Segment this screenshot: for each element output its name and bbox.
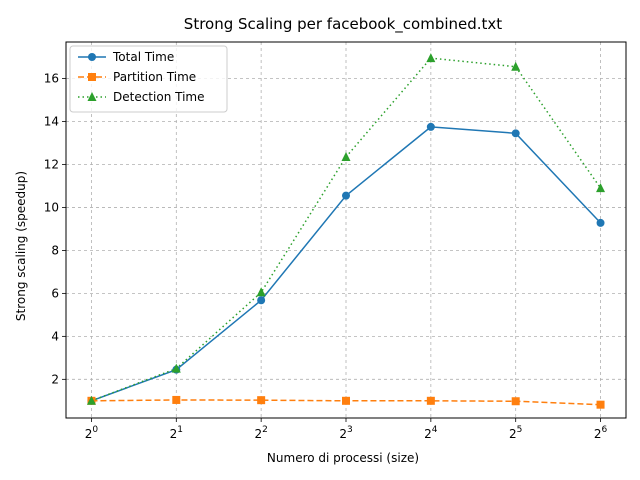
legend-label: Partition Time: [113, 70, 196, 84]
x-tick-exponent: 2: [262, 425, 268, 435]
legend-marker: [87, 92, 97, 101]
x-tick-label: 20: [85, 425, 99, 441]
x-tick-exponent: 0: [92, 425, 98, 435]
x-tick-label: 21: [170, 425, 183, 441]
data-point-detection-time: [171, 363, 181, 373]
data-point-total-time: [342, 191, 350, 200]
series-line-total-time: [91, 126, 602, 402]
x-tick-base: 2: [170, 427, 178, 441]
legend-item-total-time: Total Time: [78, 50, 174, 64]
data-point-partition-time: [511, 397, 520, 406]
y-tick-label: 14: [44, 114, 59, 128]
y-tick-label: 6: [51, 286, 59, 300]
x-tick-base: 2: [85, 427, 93, 441]
legend-label: Detection Time: [113, 90, 204, 104]
x-tick-label: 22: [254, 425, 267, 441]
data-point-partition-time: [257, 396, 266, 405]
data-point-detection-time: [86, 395, 96, 405]
x-tick-label: 24: [424, 425, 438, 441]
data-point-detection-time: [341, 151, 351, 161]
data-point-total-time: [596, 218, 605, 227]
y-tick-label: 16: [44, 72, 59, 86]
legend-item-partition-time: Partition Time: [78, 70, 196, 84]
data-point-partition-time: [342, 396, 350, 405]
x-tick-base: 2: [509, 427, 517, 441]
x-tick-exponent: 6: [601, 425, 607, 435]
x-tick-base: 2: [594, 427, 602, 441]
x-tick-exponent: 5: [517, 425, 523, 435]
series-partition-time: [87, 395, 605, 409]
y-tick-label: 4: [51, 329, 59, 343]
data-point-total-time: [426, 122, 435, 131]
data-point-partition-time: [596, 400, 605, 409]
x-tick-base: 2: [424, 427, 432, 441]
legend-label: Total Time: [112, 50, 174, 64]
series-layer: [86, 53, 606, 409]
y-tick-label: 12: [44, 157, 59, 171]
x-tick-base: 2: [339, 427, 347, 441]
legend-item-detection-time: Detection Time: [78, 90, 204, 104]
y-tick-label: 10: [44, 200, 59, 214]
data-point-partition-time: [426, 396, 435, 405]
data-point-total-time: [257, 296, 266, 305]
x-tick-label: 26: [594, 425, 608, 441]
data-point-total-time: [511, 129, 520, 138]
legend: Total Time Partition Time Detection Time: [69, 45, 228, 113]
legend-marker: [88, 53, 96, 61]
x-tick-exponent: 1: [177, 425, 183, 435]
x-tick-label: 25: [509, 425, 522, 441]
legend-box: [69, 45, 228, 113]
y-tick-label: 8: [51, 243, 59, 257]
x-axis-label: Numero di processi (size): [267, 451, 419, 465]
y-tick-label: 2: [51, 372, 59, 386]
data-point-detection-time: [256, 287, 266, 297]
data-point-partition-time: [172, 395, 181, 404]
legend-marker: [88, 73, 96, 81]
x-tick-label: 23: [339, 425, 352, 441]
x-tick-exponent: 3: [347, 425, 353, 435]
x-tick-exponent: 4: [432, 425, 438, 435]
data-point-detection-time: [596, 183, 606, 193]
data-point-detection-time: [426, 53, 436, 63]
chart-title: Strong Scaling per facebook_combined.txt: [184, 15, 503, 34]
x-tick-base: 2: [254, 427, 262, 441]
data-point-detection-time: [511, 61, 521, 71]
y-axis-label: Strong scaling (speedup): [14, 171, 28, 321]
series-detection-time: [86, 53, 606, 405]
